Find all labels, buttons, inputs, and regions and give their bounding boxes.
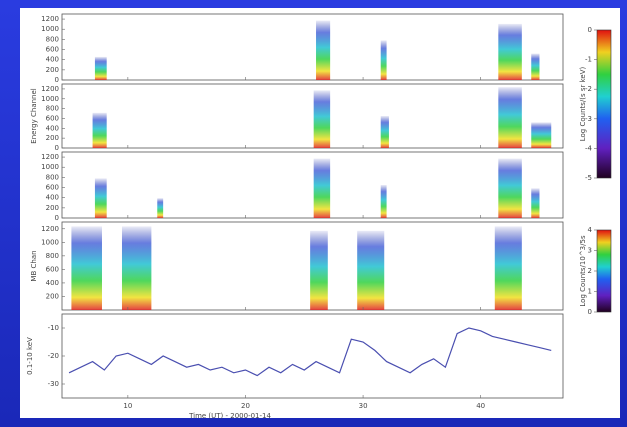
y-tick-label: 400 [46,194,59,202]
y-tick-label: 1200 [41,225,59,233]
y-tick-label: 800 [46,105,59,113]
spectrogram-patch [316,21,330,80]
x-tick-label: 10 [123,402,132,410]
y-tick-label: 1200 [41,153,59,161]
spectrogram-patch [498,159,522,218]
y-axis-label: 0.1-10 keV [26,337,34,375]
x-axis-label: Time (UT) - 2000-01-14 [188,412,271,420]
spectrogram-patch [357,231,384,310]
colorbar [597,30,611,178]
slide: 0200400600800100012000200400600800100012… [0,0,627,427]
y-tick-label: 1200 [41,15,59,23]
y-tick-label: 1000 [41,238,59,246]
y-axis-label: Energy Channel [30,88,38,144]
y-tick-label: 800 [46,173,59,181]
y-tick-label: 0 [55,144,59,152]
y-tick-label: 400 [46,56,59,64]
spectrogram-patch [495,226,522,310]
spectrogram-patch [381,40,387,80]
colorbar-tick-label: 4 [588,226,593,234]
y-tick-label: -10 [48,324,59,332]
spectrogram-patch [95,57,107,80]
y-tick-label: 1200 [41,85,59,93]
colorbar-tick-label: 0 [588,308,592,316]
spectrogram-patch [381,185,387,218]
y-tick-label: 400 [46,124,59,132]
y-tick-label: 1000 [41,163,59,171]
spectrogram-patch [157,198,163,218]
spectrogram-patch [498,24,522,80]
y-tick-label: 200 [46,204,59,212]
x-tick-label: 40 [476,402,485,410]
spectrogram-patch [381,116,389,148]
y-tick-label: 1000 [41,95,59,103]
y-tick-label: -20 [48,352,59,360]
colorbar-tick-label: 1 [588,288,592,296]
y-tick-label: 600 [46,46,59,54]
spectrogram-patch [95,178,107,218]
spectrogram-patch [531,188,539,218]
colorbar-label: Log Counts/10^3/5s [579,235,587,307]
colorbar-tick-label: -4 [585,144,593,152]
y-tick-label: 800 [46,35,59,43]
y-axis-label: MB Chan [30,250,38,281]
y-tick-label: 0 [55,76,59,84]
y-tick-label: 600 [46,184,59,192]
x-tick-label: 30 [359,402,368,410]
colorbar-tick-label: -5 [585,174,592,182]
spectrogram-patch [93,113,107,148]
spectrogram-patch [314,90,330,148]
y-tick-label: 800 [46,252,59,260]
colorbar-tick-label: 0 [588,26,592,34]
colorbar-label: Log Counts/(s sr keV) [579,66,587,141]
colorbar-tick-label: -1 [585,56,592,64]
y-tick-label: 600 [46,114,59,122]
x-tick-label: 20 [241,402,250,410]
y-tick-label: 1000 [41,25,59,33]
spectrogram-patch [498,87,522,148]
spectrogram-patch [122,226,151,310]
spectrogram-patch [531,122,551,148]
y-tick-label: 400 [46,279,59,287]
spectrogram-patch [314,159,330,218]
y-tick-label: 200 [46,66,59,74]
y-tick-label: -30 [48,380,59,388]
y-tick-label: 0 [55,214,59,222]
y-tick-label: 600 [46,265,59,273]
spectrogram-patch [310,231,328,310]
colorbar-tick-label: 3 [588,247,592,255]
y-tick-label: 200 [46,134,59,142]
spectrogram-patch [71,226,102,310]
colorbar [597,230,611,312]
spectrogram-patch [531,54,539,80]
y-tick-label: 200 [46,292,59,300]
colorbar-tick-label: 2 [588,267,592,275]
